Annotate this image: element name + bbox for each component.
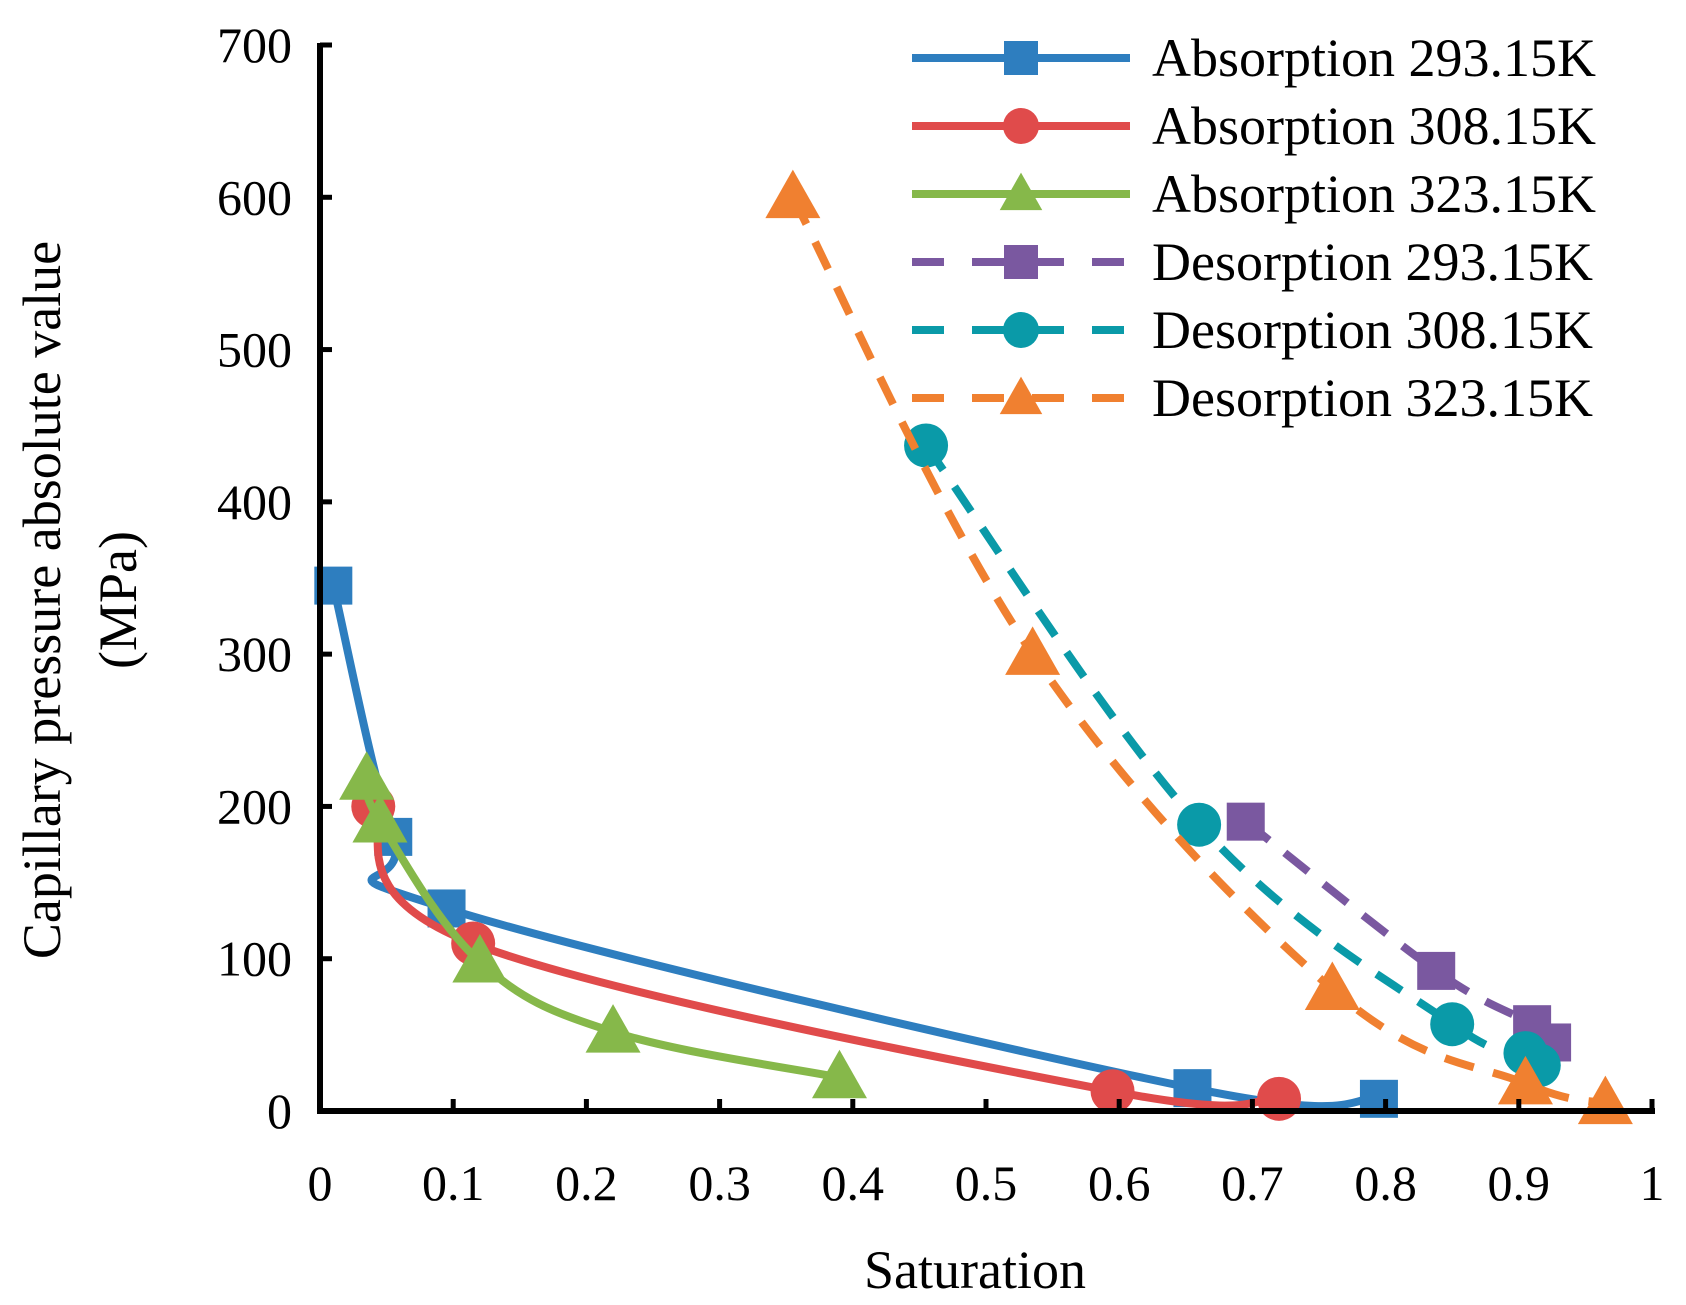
legend-swatch-marker-3 — [1004, 245, 1038, 279]
series-absorption-323-15k-point-1 — [352, 793, 408, 843]
series-desorption-308-15k-point-2 — [1430, 1002, 1475, 1047]
x-tick-label-3: 0.3 — [688, 1155, 751, 1211]
series-absorption-308-15k-line — [369, 802, 1284, 1110]
series-absorption-293-15k-line — [329, 581, 1383, 1111]
series-absorption-323-15k-point-2-shape — [452, 934, 508, 983]
legend-item-0: Absorption 293.15K — [912, 28, 1596, 88]
series-desorption-323-15k-point-3 — [1497, 1055, 1553, 1105]
series-desorption-308-15k-point-1-shape — [1177, 802, 1222, 847]
series-absorption-308-15k-point-2-shape — [1090, 1069, 1135, 1114]
y-tick-label-4: 400 — [217, 474, 292, 530]
series-desorption-293-15k-point-1 — [1417, 951, 1456, 990]
series-desorption-293-15k — [1226, 802, 1572, 1062]
series-desorption-323-15k-point-2 — [1304, 961, 1360, 1010]
series-desorption-323-15k-point-0-shape — [765, 169, 821, 219]
x-tick-label-10: 1 — [1640, 1155, 1665, 1211]
series-absorption-323-15k-point-1-shape — [352, 793, 408, 843]
legend-label-0: Absorption 293.15K — [1152, 28, 1596, 88]
legend-item-5: Desorption 323.15K — [912, 368, 1593, 428]
series-desorption-323-15k-point-3-shape — [1497, 1055, 1553, 1105]
series-desorption-308-15k-point-2-shape — [1430, 1002, 1475, 1047]
series-desorption-323-15k-line — [789, 195, 1607, 1108]
series-absorption-323-15k-point-0 — [339, 751, 395, 800]
series-absorption-323-15k — [339, 751, 867, 1099]
x-tick-label-6: 0.6 — [1088, 1155, 1151, 1211]
legend-label-2: Absorption 323.15K — [1152, 164, 1596, 224]
legend-item-3: Desorption 293.15K — [912, 232, 1593, 292]
legend-swatch-marker-2-shape — [999, 172, 1043, 211]
series-desorption-323-15k-point-0 — [765, 169, 821, 219]
legend-swatch-marker-2 — [999, 172, 1043, 211]
series-desorption-293-15k-point-0 — [1226, 802, 1265, 841]
y-axis-title-line-2: (MPa) — [88, 531, 148, 669]
y-tick-label-2: 200 — [217, 778, 292, 834]
series-absorption-323-15k-point-4-shape — [811, 1049, 867, 1099]
series-absorption-323-15k-point-2 — [452, 934, 508, 983]
series-desorption-323-15k-point-4-shape — [1577, 1075, 1633, 1125]
x-tick-label-4: 0.4 — [822, 1155, 885, 1211]
legend-swatch-marker-5-shape — [999, 376, 1043, 415]
legend-swatch-marker-5 — [999, 376, 1043, 415]
series-absorption-323-15k-point-4 — [811, 1049, 867, 1099]
y-tick-label-1: 100 — [217, 931, 292, 987]
x-axis-title: Saturation — [864, 1240, 1086, 1300]
y-tick-label-5: 500 — [217, 322, 292, 378]
series-desorption-308-15k-point-0 — [904, 423, 949, 468]
series-desorption-293-15k-line — [1243, 818, 1556, 1046]
series-absorption-323-15k-point-0-shape — [339, 751, 395, 800]
legend-swatch-marker-0 — [1004, 41, 1038, 75]
series-absorption-308-15k-point-3 — [1257, 1076, 1302, 1121]
series-desorption-323-15k-point-4 — [1577, 1075, 1633, 1125]
x-tick-label-1: 0.1 — [422, 1155, 485, 1211]
legend-label-1: Absorption 308.15K — [1152, 96, 1596, 156]
series-desorption-308-15k — [904, 423, 1561, 1088]
series-desorption-293-15k-point-0-shape — [1226, 802, 1265, 841]
series-absorption-293-15k — [314, 566, 1398, 1118]
series-absorption-308-15k-point-2 — [1090, 1069, 1135, 1114]
series-desorption-308-15k-point-0-shape — [904, 423, 949, 468]
series-absorption-323-15k-point-3-shape — [585, 1004, 641, 1053]
y-axis-title-line-1: Capillary pressure absolute value — [12, 241, 72, 959]
x-tick-label-2: 0.2 — [555, 1155, 618, 1211]
y-tick-label-3: 300 — [217, 626, 292, 682]
x-tick-label-8: 0.8 — [1354, 1155, 1417, 1211]
series-desorption-323-15k-point-1 — [1005, 626, 1061, 675]
legend-swatch-marker-1-shape — [1003, 108, 1039, 144]
legend-label-4: Desorption 308.15K — [1152, 300, 1593, 360]
legend-item-4: Desorption 308.15K — [912, 300, 1593, 360]
legend-label-3: Desorption 293.15K — [1152, 232, 1593, 292]
y-tick-label-0: 0 — [267, 1083, 292, 1139]
series-layer — [314, 169, 1633, 1125]
axes-layer — [317, 42, 1655, 1114]
legend-item-2: Absorption 323.15K — [912, 164, 1596, 224]
series-absorption-308-15k — [351, 784, 1302, 1121]
x-tick-label-7: 0.7 — [1221, 1155, 1284, 1211]
labels-layer: 0 100 200 300 400 500 600 700 0 0.1 0.2 0.3 0.4 0.5 0.… — [12, 17, 1665, 1300]
legend-item-1: Absorption 308.15K — [912, 96, 1596, 156]
series-desorption-293-15k-point-1-shape — [1417, 951, 1456, 990]
series-desorption-308-15k-point-1 — [1177, 802, 1222, 847]
series-desorption-323-15k-point-2-shape — [1304, 961, 1360, 1010]
legend-swatch-marker-0-shape — [1004, 41, 1038, 75]
legend-swatch-marker-1 — [1003, 108, 1039, 144]
y-tick-label-7: 700 — [217, 17, 292, 73]
legend-swatch-marker-4-shape — [1003, 312, 1039, 348]
y-tick-label-6: 600 — [217, 169, 292, 225]
legend-swatch-marker-4 — [1003, 312, 1039, 348]
x-tick-label-9: 0.9 — [1488, 1155, 1551, 1211]
series-absorption-308-15k-point-3-shape — [1257, 1076, 1302, 1121]
series-absorption-323-15k-point-3 — [585, 1004, 641, 1053]
x-tick-label-5: 0.5 — [955, 1155, 1018, 1211]
series-desorption-323-15k-point-1-shape — [1005, 626, 1061, 675]
legend-label-5: Desorption 323.15K — [1152, 368, 1593, 428]
legend-swatch-marker-3-shape — [1004, 245, 1038, 279]
legend: Absorption 293.15K Absorption 308.15K Abso… — [912, 28, 1596, 428]
x-tick-label-0: 0 — [308, 1155, 333, 1211]
